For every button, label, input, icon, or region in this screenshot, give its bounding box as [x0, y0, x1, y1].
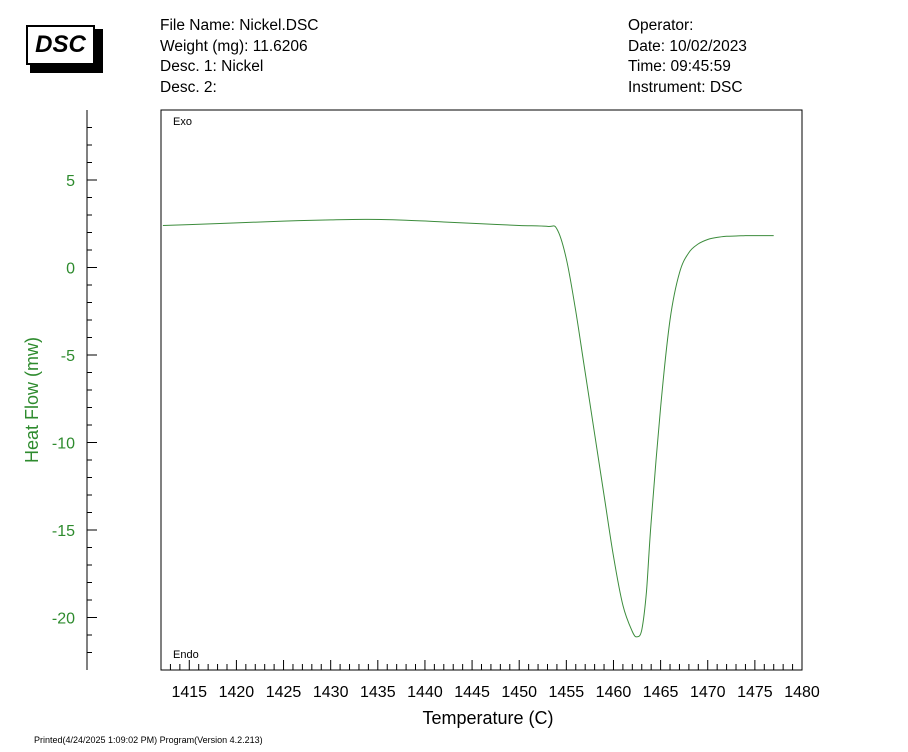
- run-time: Time: 09:45:59: [628, 58, 731, 75]
- run-date: Date: 10/02/2023: [628, 37, 747, 55]
- print-footer: Printed(4/24/2025 1:09:02 PM) Program(Ve…: [34, 735, 263, 745]
- y-tick-label: -15: [52, 523, 75, 540]
- x-tick-label: 1470: [690, 684, 726, 701]
- file-name: File Name: Nickel.DSC: [160, 17, 319, 34]
- x-tick-label: 1430: [313, 684, 349, 701]
- run-info-block: Operator: Date: 10/02/2023 Time: 09:45:5…: [628, 16, 747, 98]
- y-axis-title: Heat Flow (mw): [22, 337, 42, 463]
- x-tick-label: 1435: [360, 684, 396, 701]
- x-tick-label: 1425: [266, 684, 302, 701]
- file-info-block: File Name: Nickel.DSC Weight (mg): 11.62…: [160, 16, 318, 98]
- sample-weight: Weight (mg): 11.6206: [160, 37, 308, 55]
- plot-frame: [160, 109, 803, 671]
- x-tick-label: 1450: [501, 684, 537, 701]
- x-tick-label: 1475: [737, 684, 773, 701]
- description-1: Desc. 1: Nickel: [160, 58, 264, 75]
- x-tick-label: 1415: [171, 684, 207, 701]
- y-tick-label: -20: [52, 611, 75, 628]
- description-2: Desc. 2:: [160, 78, 217, 96]
- y-tick-label: -10: [52, 436, 75, 453]
- y-tick-label: 5: [66, 173, 75, 190]
- x-tick-label: 1465: [643, 684, 679, 701]
- x-tick-label: 1480: [784, 684, 820, 701]
- y-tick-label: -5: [61, 348, 75, 365]
- x-tick-label: 1460: [596, 684, 632, 701]
- x-axis-ticks: 1415 1420 1425 1430 1435 1440 1445 1450 1455 1460…: [169, 660, 820, 701]
- instrument: Instrument: DSC: [628, 78, 743, 96]
- y-axis-ticks: 5 0 -5 -10 -15 -20: [52, 127, 97, 653]
- x-tick-label: 1445: [454, 684, 490, 701]
- x-tick-label: 1455: [549, 684, 585, 701]
- y-tick-label: 0: [66, 261, 75, 278]
- heat-flow-curve: [162, 218, 774, 638]
- endo-annotation: Endo: [173, 649, 199, 661]
- x-axis-title: Temperature (C): [422, 708, 553, 728]
- dsc-logo-text: DSC: [26, 25, 95, 65]
- exo-annotation: Exo: [173, 116, 192, 128]
- x-tick-label: 1420: [219, 684, 255, 701]
- x-tick-label: 1440: [407, 684, 443, 701]
- dsc-logo: DSC: [26, 25, 103, 73]
- operator: Operator:: [628, 17, 694, 34]
